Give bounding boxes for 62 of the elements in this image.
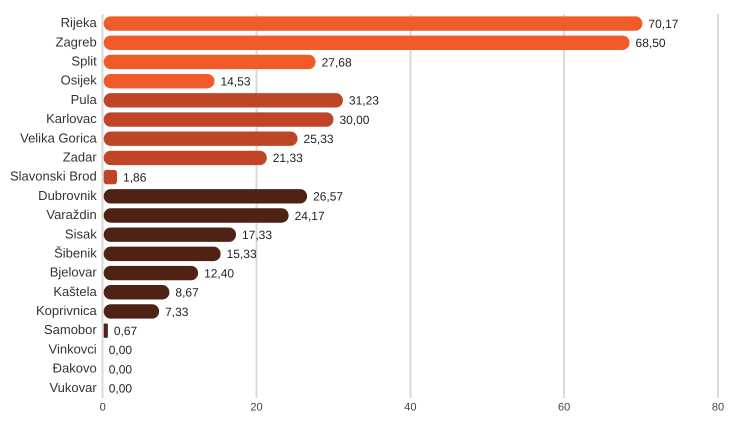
bar (104, 93, 343, 108)
data-label: 0,67 (114, 324, 138, 338)
data-label: 31,23 (348, 94, 380, 108)
data-label: 17,33 (242, 228, 272, 242)
data-label: 0,00 (108, 382, 132, 396)
data-label: 14,53 (220, 74, 251, 88)
data-label: 0,00 (108, 362, 132, 376)
bar (104, 150, 267, 166)
y-tick-label: Samobor (44, 322, 98, 338)
y-tick-label: Pula (70, 92, 98, 107)
y-tick-label: Bjelovar (50, 264, 98, 280)
bar (104, 246, 221, 262)
bar (104, 323, 108, 338)
y-tick-label: Đakovo (52, 360, 97, 376)
x-tick-label: 40 (404, 401, 416, 414)
y-tick-label: Zadar (62, 150, 98, 165)
data-label: 25,33 (304, 132, 334, 146)
bar (104, 132, 298, 146)
x-tick-label: 80 (712, 401, 724, 414)
data-label: 1,86 (123, 170, 147, 184)
data-label: 27,68 (322, 55, 352, 70)
data-label: 12,40 (204, 266, 234, 280)
bar (104, 16, 642, 31)
bar (104, 170, 118, 184)
bar (104, 208, 289, 223)
data-label: 0,00 (108, 343, 132, 358)
bar (104, 227, 236, 242)
y-tick-label: Koprivnica (36, 303, 98, 318)
y-tick-label: Kaštela (53, 284, 98, 299)
x-tick-label: 20 (250, 401, 263, 414)
y-tick-label: Vinkovci (48, 341, 97, 356)
y-tick-label: Sisak (64, 226, 98, 242)
bar (104, 304, 160, 319)
y-tick-label: Rijeka (60, 15, 98, 30)
data-label: 7,33 (165, 304, 189, 319)
bar (104, 189, 308, 204)
data-label: 15,33 (226, 247, 257, 262)
data-label: 21,33 (272, 151, 304, 166)
data-label: 30,00 (339, 112, 370, 127)
y-tick-label: Karlovac (46, 111, 98, 126)
y-tick-label: Velika Gorica (20, 130, 98, 146)
bar (104, 285, 170, 300)
y-tick-label: Osijek (60, 72, 98, 88)
data-label: 24,17 (294, 208, 325, 223)
y-tick-label: Varaždin (46, 207, 97, 222)
y-tick-label: Dubrovnik (38, 188, 98, 203)
data-label: 70,17 (648, 16, 679, 31)
bar (104, 112, 334, 127)
y-tick-label: Slavonski Brod (10, 168, 97, 184)
bar (104, 74, 214, 88)
y-tick-label: Šibenik (54, 245, 98, 260)
bar (104, 54, 316, 70)
x-tick-label: 0 (100, 401, 106, 414)
data-label: 8,67 (175, 286, 200, 300)
y-tick-label: Split (71, 54, 98, 69)
bar (104, 266, 198, 280)
x-tick-label: 60 (558, 401, 570, 414)
bar (104, 36, 630, 50)
data-label: 68,50 (636, 36, 666, 50)
y-tick-label: Vukovar (49, 380, 98, 395)
y-tick-label: Zagreb (56, 34, 97, 50)
data-label: 26,57 (313, 190, 344, 204)
